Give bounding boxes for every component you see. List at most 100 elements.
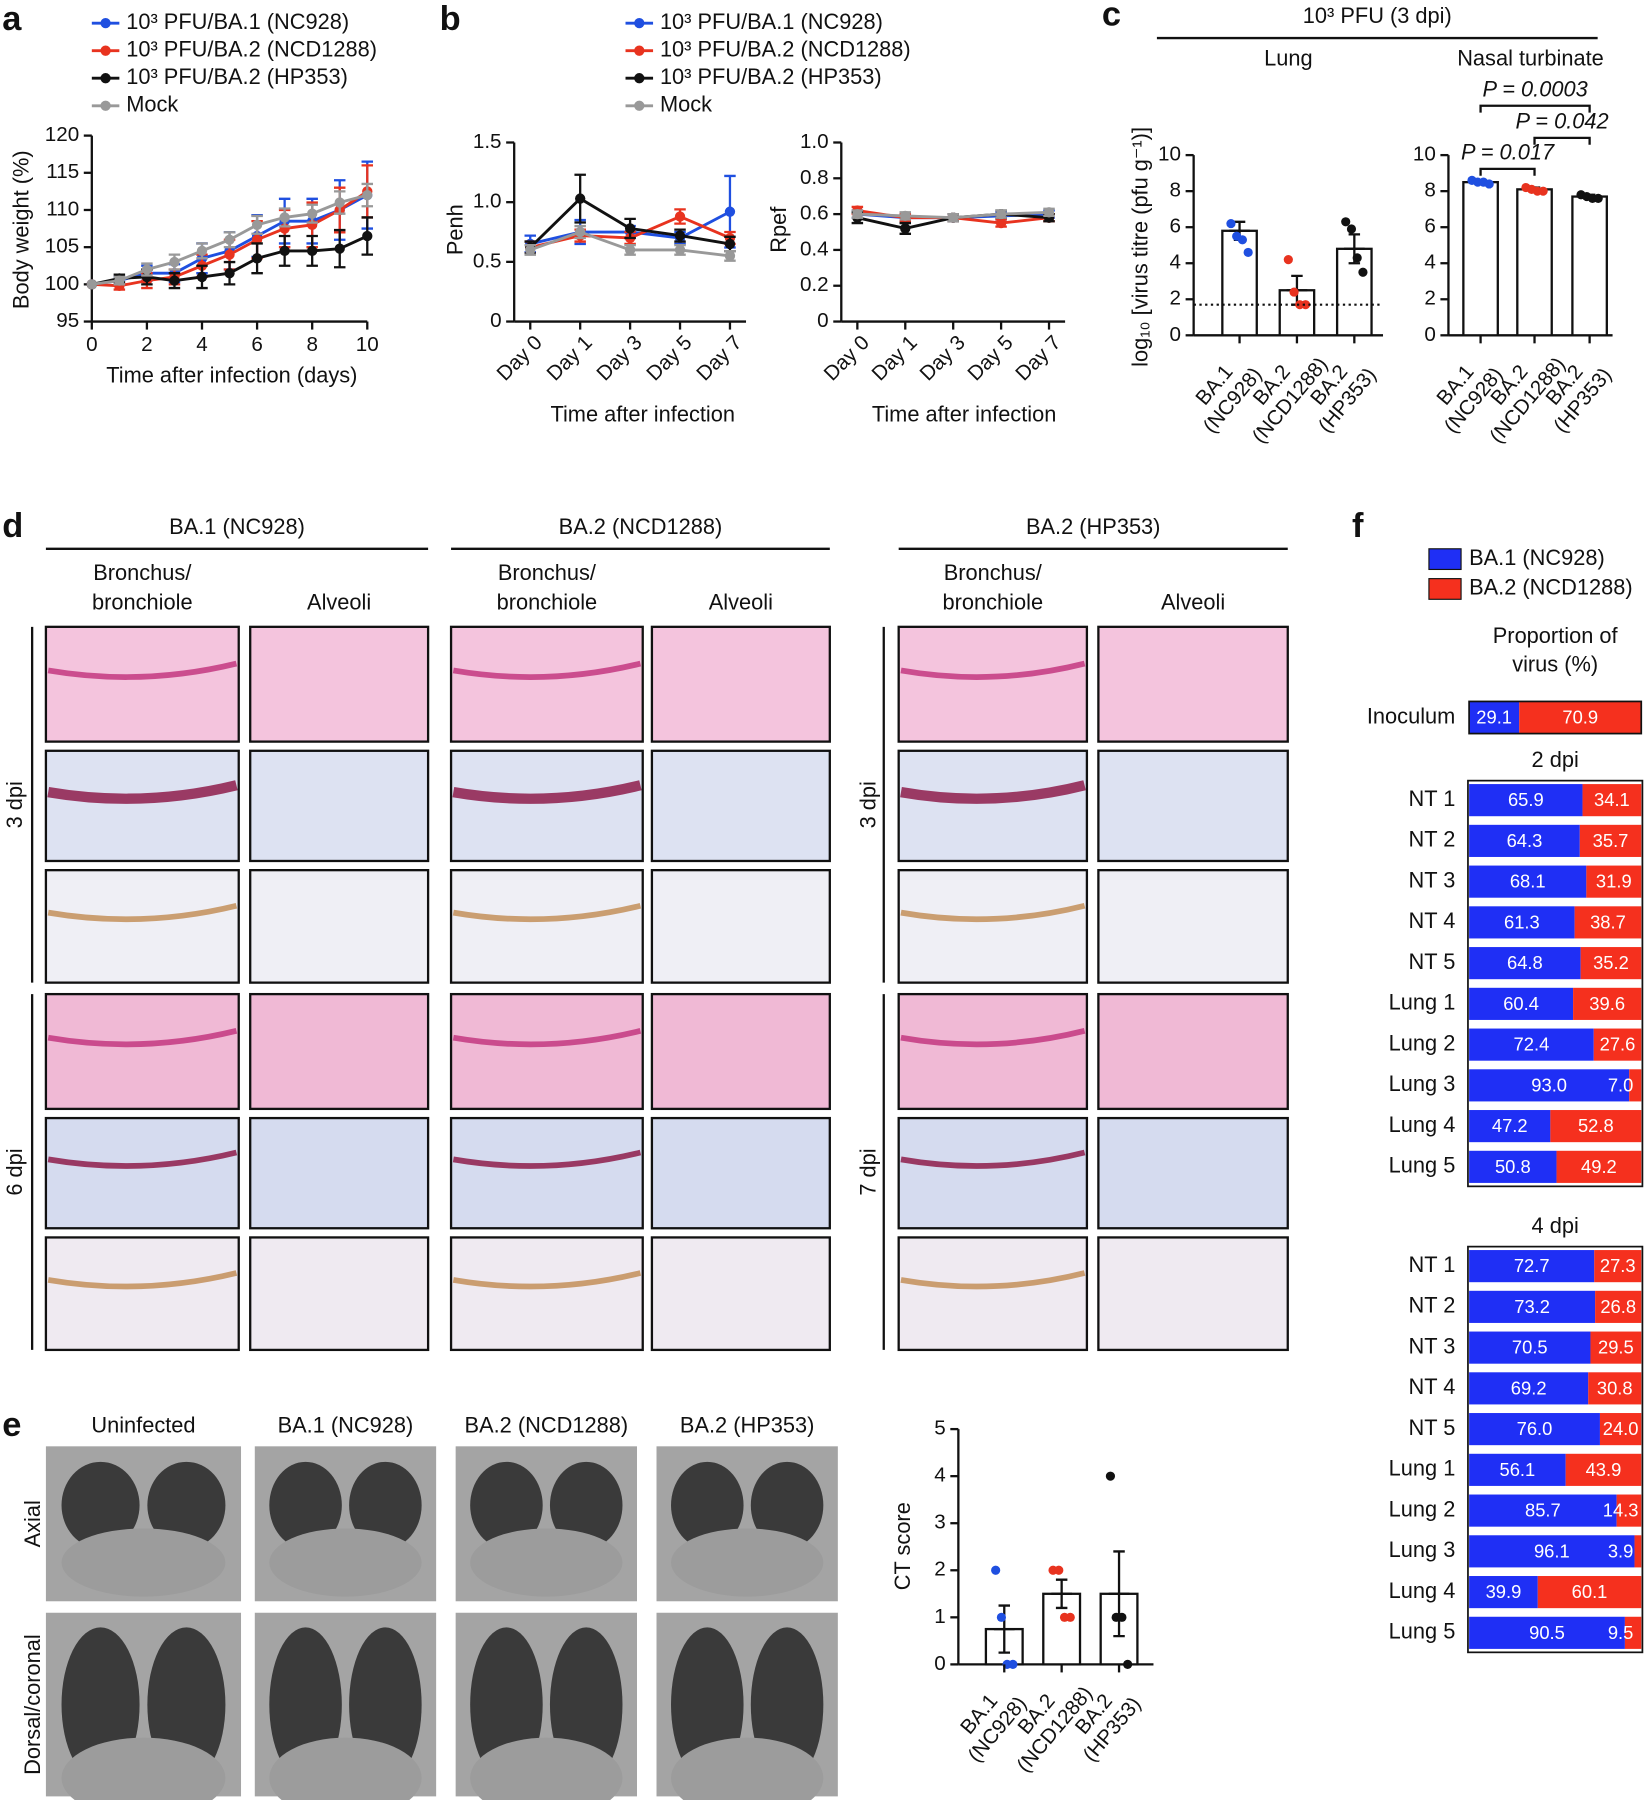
x-tick-label: 8 bbox=[306, 333, 317, 356]
histology-image bbox=[449, 1116, 644, 1230]
image-bg bbox=[449, 625, 644, 743]
data-point bbox=[307, 245, 318, 257]
epithelium bbox=[452, 780, 642, 804]
body bbox=[671, 1737, 824, 1800]
image-bg bbox=[449, 1236, 644, 1352]
row-label: 3 dpi bbox=[856, 781, 881, 828]
data-point bbox=[1484, 179, 1494, 189]
data-point bbox=[575, 193, 586, 204]
y-tick-label: 6 bbox=[1170, 215, 1181, 238]
column-header: bronchiole bbox=[92, 590, 193, 615]
value-label: 47.2 bbox=[1492, 1115, 1528, 1136]
histology-image bbox=[44, 1236, 240, 1352]
category-label: NT 2 bbox=[1408, 827, 1455, 852]
image-bg bbox=[1097, 625, 1289, 743]
legend-label: 10³ PFU/BA.2 (HP353) bbox=[660, 64, 882, 89]
data-point bbox=[362, 230, 373, 242]
column-header: BA.1 (NC928) bbox=[278, 1413, 414, 1438]
x-tick-label: Day 0 bbox=[492, 331, 546, 385]
subtitle: Nasal turbinate bbox=[1457, 46, 1604, 71]
y-tick-label: 5 bbox=[934, 1417, 945, 1440]
body bbox=[269, 1528, 422, 1597]
y-tick-label: 0.5 bbox=[473, 249, 502, 272]
column-header: Bronchus/ bbox=[498, 560, 597, 585]
bar bbox=[1462, 181, 1499, 337]
y-tick-label: 0 bbox=[1170, 323, 1181, 346]
data-point bbox=[1117, 1612, 1127, 1622]
y-axis-label: CT score bbox=[890, 1502, 915, 1590]
x-tick-label: Day 7 bbox=[1011, 331, 1065, 385]
data-point bbox=[334, 197, 345, 208]
histology-image bbox=[897, 992, 1089, 1111]
annotation: P = 0.017 bbox=[1461, 140, 1555, 165]
x-tick-label: 10 bbox=[356, 333, 379, 356]
image-bg bbox=[249, 992, 430, 1111]
data-point bbox=[1283, 255, 1293, 265]
data-point bbox=[575, 226, 586, 238]
value-label: 34.1 bbox=[1594, 789, 1630, 810]
data-point bbox=[1043, 207, 1055, 218]
legend-label: 10³ PFU/BA.1 (NC928) bbox=[126, 9, 349, 34]
data-point bbox=[1226, 219, 1236, 229]
value-label: 61.3 bbox=[1504, 911, 1540, 932]
histology-image bbox=[1097, 1116, 1289, 1230]
y-tick-label: 100 bbox=[45, 272, 79, 295]
bar-segment bbox=[1519, 701, 1642, 734]
bar bbox=[1042, 1592, 1082, 1666]
chart-title: Proportion of bbox=[1493, 623, 1619, 648]
image-bg bbox=[44, 1116, 240, 1230]
value-label: 39.9 bbox=[1486, 1581, 1522, 1602]
data-point bbox=[1300, 300, 1311, 310]
group-header: BA.2 (HP353) bbox=[1026, 514, 1160, 539]
data-point bbox=[1065, 1612, 1075, 1622]
data-point bbox=[948, 212, 959, 223]
data-point bbox=[900, 210, 911, 222]
column-header: BA.2 (HP353) bbox=[680, 1413, 814, 1438]
data-point bbox=[251, 219, 263, 231]
y-tick-label: 120 bbox=[45, 123, 79, 146]
legend-label: 10³ PFU/BA.1 (NC928) bbox=[660, 9, 883, 34]
bar-segment bbox=[1469, 906, 1575, 939]
y-axis-label: Body weight (%) bbox=[9, 150, 34, 309]
value-label: 76.0 bbox=[1517, 1418, 1553, 1439]
epithelium bbox=[452, 660, 642, 680]
panel-letter: e bbox=[2, 1406, 21, 1444]
epithelium bbox=[47, 1149, 238, 1169]
value-label: 64.3 bbox=[1507, 830, 1543, 851]
category-label: NT 4 bbox=[1408, 908, 1455, 933]
y-tick-label: 0 bbox=[817, 309, 828, 332]
y-tick-label: 10 bbox=[1413, 143, 1436, 166]
y-tick-label: 95 bbox=[56, 309, 79, 332]
group-frame bbox=[1467, 1245, 1644, 1654]
panel-letter: b bbox=[440, 0, 461, 38]
value-label: 68.1 bbox=[1510, 871, 1546, 892]
bar-segment bbox=[1469, 1616, 1625, 1649]
bar-frame bbox=[1468, 700, 1643, 735]
image-bg bbox=[650, 625, 831, 743]
x-axis-label: Time after infection bbox=[550, 401, 735, 426]
data-point bbox=[674, 211, 686, 222]
histology-image bbox=[449, 1236, 644, 1352]
value-label: 35.2 bbox=[1593, 952, 1629, 973]
legend-dot bbox=[634, 17, 645, 29]
category-label: NT 5 bbox=[1408, 949, 1455, 974]
histology-image bbox=[897, 1116, 1089, 1230]
value-label: 56.1 bbox=[1500, 1459, 1536, 1480]
y-tick-label: 1 bbox=[934, 1605, 945, 1628]
x-tick-label: Day 3 bbox=[915, 331, 969, 385]
y-tick-label: 2 bbox=[934, 1558, 945, 1581]
category-label: Lung 3 bbox=[1389, 1537, 1456, 1562]
legend-dot bbox=[634, 73, 645, 84]
y-tick-label: 0 bbox=[934, 1652, 945, 1675]
data-point bbox=[1289, 287, 1299, 297]
bar-segment bbox=[1580, 947, 1642, 980]
histology-image bbox=[44, 1116, 240, 1230]
value-label: 39.6 bbox=[1589, 993, 1625, 1014]
value-label: 70.5 bbox=[1512, 1337, 1548, 1358]
image-bg bbox=[650, 992, 831, 1111]
epithelium bbox=[452, 1270, 642, 1290]
data-point bbox=[674, 244, 686, 256]
y-tick-label: 0.6 bbox=[800, 202, 829, 225]
category-label: NT 5 bbox=[1408, 1415, 1455, 1440]
category-label: Lung 1 bbox=[1389, 1456, 1456, 1481]
